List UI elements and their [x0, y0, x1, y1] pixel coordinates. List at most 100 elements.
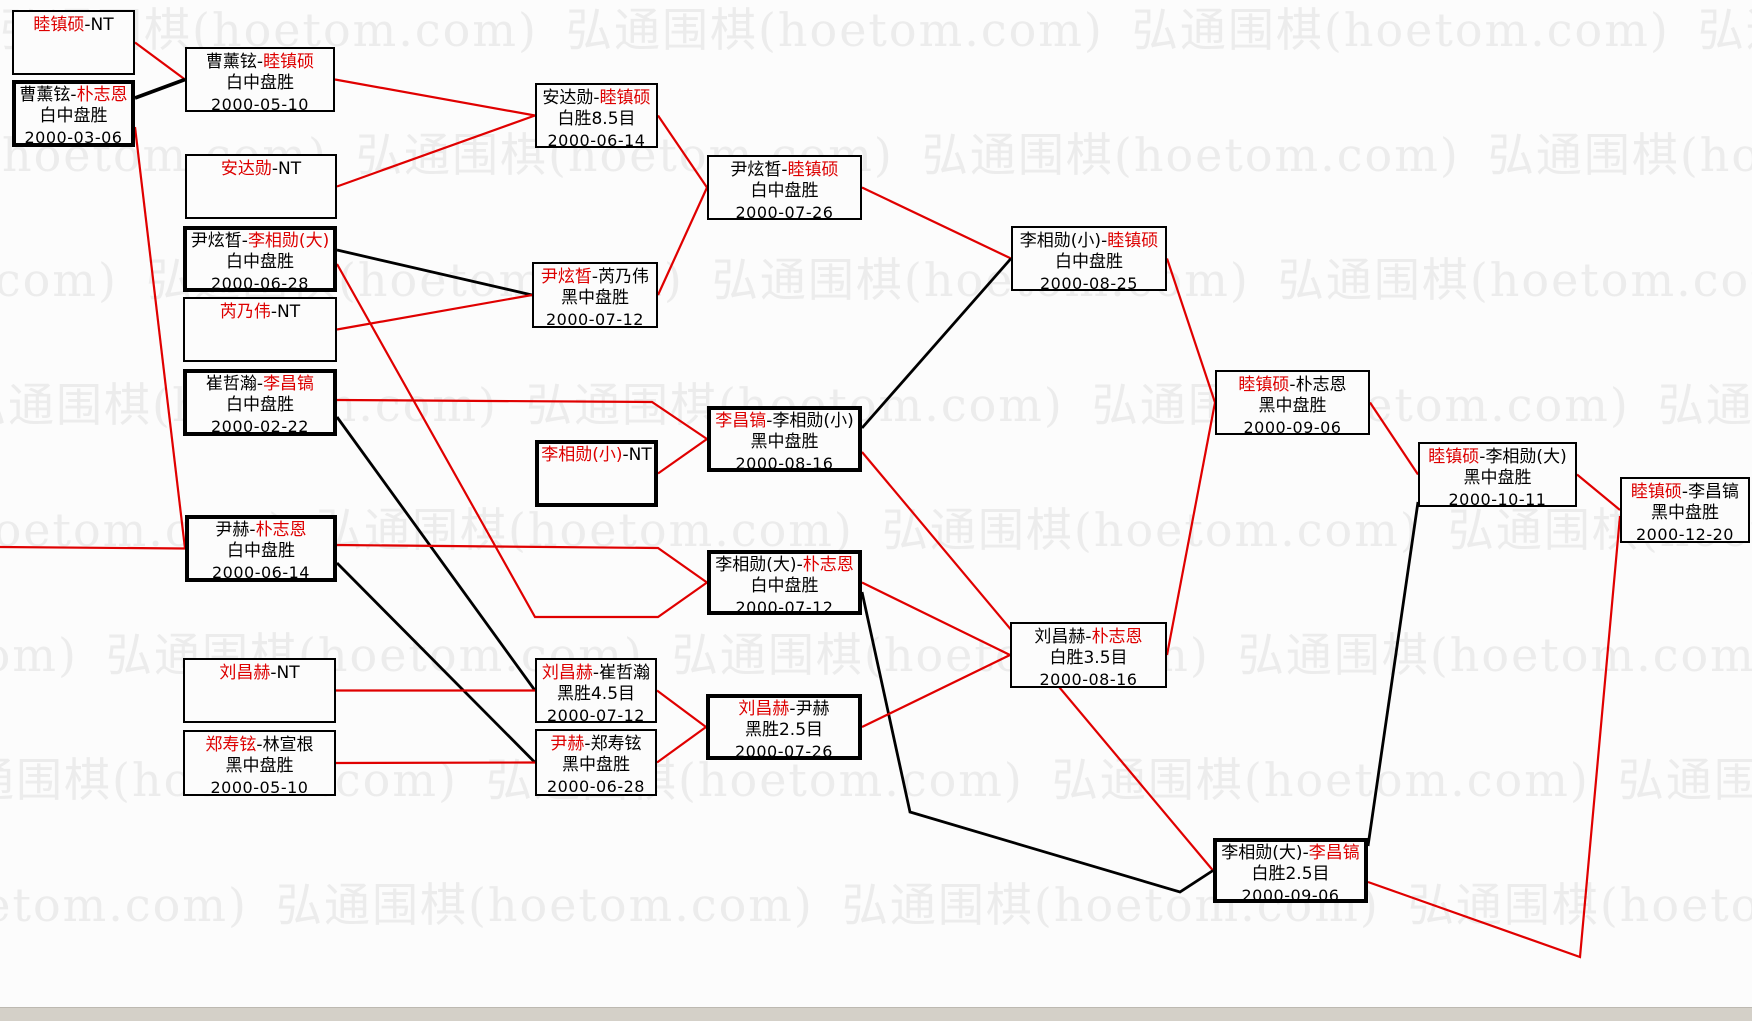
winner-name: 睦镇硕 [263, 52, 315, 72]
result-text: 白中盘胜 [226, 395, 294, 415]
player-name: 郑寿铉 [590, 734, 642, 754]
match-date: 2000-12-20 [1636, 525, 1734, 544]
vs-dash: - [1302, 843, 1309, 863]
vs-dash: - [593, 88, 600, 108]
bottom-bar [0, 1007, 1752, 1021]
result-text: 白中盘胜 [39, 106, 108, 126]
match-box-C4: 刘昌赫-崔哲瀚 黑胜4.5目 2000-07-12 [535, 658, 657, 725]
players-line: 睦镇硕-李昌镐 [1622, 482, 1748, 503]
winner-name: 李昌镐 [715, 411, 767, 431]
match-date: 2000-10-11 [1448, 490, 1547, 509]
winner-name: 李相勋(小) [541, 445, 623, 465]
match-box-C5: 尹赫-郑寿铉 黑中盘胜 2000-06-28 [535, 729, 657, 796]
match-box-G1: 睦镇硕-李相勋(大) 黑中盘胜 2000-10-11 [1418, 442, 1577, 509]
result-text: 白胜8.5目 [557, 109, 636, 129]
players-line: 刘昌赫-朴志恩 [1012, 627, 1165, 648]
winner-name: 刘昌赫 [738, 699, 790, 719]
result-text: 黑中盘胜 [562, 755, 630, 775]
watermark-text: 弘通围棋(hoetom.com) [565, 3, 1104, 57]
match-box-B3: 尹炫晳-李相勋(大) 白中盘胜 2000-06-28 [183, 226, 337, 293]
player-name: 李相勋(大) [1485, 447, 1567, 467]
match-date: 2000-06-28 [547, 777, 645, 796]
winner-name: 睦镇硕 [787, 160, 839, 180]
match-box-B1: 曹薰铉-睦镇硕 白中盘胜 2000-05-10 [185, 47, 335, 114]
winner-name: 睦镇硕 [1107, 231, 1159, 251]
match-date: 2000-09-06 [1241, 886, 1340, 905]
player-name: 朴志恩 [1295, 375, 1347, 395]
players-line: 李相勋(小)-睦镇硕 [1013, 231, 1165, 252]
vs-dash: - [622, 445, 629, 465]
players-line: 睦镇硕-朴志恩 [1217, 375, 1368, 396]
watermark-text: 弘通围棋(hoetom.com) [1051, 753, 1590, 807]
player-name: NT [277, 302, 301, 322]
winner-name: 朴志恩 [255, 520, 307, 540]
players-line: 李昌镐-李相勋(小) [711, 411, 858, 432]
result-text: 黑中盘胜 [1258, 396, 1327, 416]
match-date: 2000-06-14 [212, 563, 310, 582]
winner-name: 郑寿铉 [205, 735, 257, 755]
player-name: 李昌镐 [1688, 482, 1740, 502]
vs-dash: - [789, 699, 796, 719]
player-name: 尹炫晳 [190, 231, 242, 251]
match-date: 2000-07-26 [735, 203, 834, 222]
winner-name: 尹炫晳 [540, 267, 592, 287]
players-line: 安达勋-NT [187, 159, 335, 180]
player-name: 尹赫 [795, 699, 830, 719]
connector-winner-line [656, 726, 707, 764]
winner-name: 朴志恩 [802, 555, 854, 575]
result-text: 白中盘胜 [750, 181, 819, 201]
match-box-E2: 刘昌赫-朴志恩 白胜3.5目 2000-08-16 [1010, 622, 1167, 689]
player-name: 崔哲瀚 [205, 374, 257, 394]
connector-winner-line [336, 293, 533, 331]
watermark-text: 弘通围棋(hoetom.com) [275, 878, 814, 932]
watermark-text: 弘通围棋(hoetom.com) [0, 628, 78, 682]
watermark-text: 弘通围棋(hoetom.com) [0, 253, 118, 307]
winner-name: 朴志恩 [1091, 627, 1143, 647]
match-box-B2: 安达勋-NT [185, 154, 337, 219]
connector-winner-line [336, 263, 708, 619]
match-date: 2000-07-12 [735, 598, 834, 617]
vs-dash: - [256, 374, 264, 394]
match-date: 2000-05-10 [210, 778, 309, 797]
vs-dash: - [1681, 482, 1689, 502]
connector-winner-line [335, 761, 536, 765]
connector-winner-line [0, 545, 186, 550]
players-line: 芮乃伟-NT [185, 302, 335, 323]
player-name: 曹薰铉 [205, 52, 257, 72]
watermark-text: 弘通围棋(hoetom.com) [1237, 628, 1752, 682]
winner-name: 安达勋 [220, 159, 272, 179]
watermark-text: 弘通围棋(hoetom.com) [1697, 3, 1752, 57]
watermark-row: 弘通围棋(hoetom.com) 弘通围棋(hoetom.com) 弘通围棋(hoe… [0, 0, 1752, 60]
players-line: 李相勋(小)-NT [539, 445, 654, 466]
match-box-C3: 李相勋(小)-NT [535, 440, 658, 507]
match-date: 2000-05-10 [211, 95, 309, 114]
vs-dash: - [1289, 375, 1296, 395]
vs-dash: - [256, 52, 264, 72]
match-box-A1: 睦镇硕-NT [12, 10, 135, 75]
result-text: 白胜2.5目 [1251, 864, 1330, 884]
connector-winner-line [134, 41, 186, 81]
match-box-D3: 李相勋(大)-朴志恩 白中盘胜 2000-07-12 [707, 550, 862, 617]
player-name: NT [628, 445, 652, 465]
winner-name: 朴志恩 [76, 85, 128, 105]
players-line: 刘昌赫-崔哲瀚 [537, 663, 655, 684]
connector-loser-line [134, 77, 186, 100]
connector-winner-line [656, 689, 707, 728]
watermark-text: 弘通围棋(hoetom.com) [921, 128, 1460, 182]
watermark-text: 弘通围棋(hoetom.com) [1487, 128, 1752, 182]
player-name: 李相勋(大) [1221, 843, 1303, 863]
match-box-C2: 尹炫晳-芮乃伟 黑中盘胜 2000-07-12 [532, 262, 658, 329]
connector-winner-line [1165, 258, 1217, 403]
connector-loser-line [335, 416, 537, 692]
watermark-text: 弘通围棋(hoetom.com) [1617, 753, 1752, 807]
players-line: 尹炫晳-睦镇硕 [709, 160, 860, 181]
connector-loser-line [336, 248, 533, 297]
vs-dash: - [796, 555, 803, 575]
players-line: 郑寿铉-林宣根 [185, 735, 334, 756]
result-text: 白中盘胜 [226, 73, 294, 93]
player-name: 李相勋(小) [772, 411, 854, 431]
vs-dash: - [1101, 231, 1108, 251]
winner-name: 李相勋(大) [247, 231, 330, 251]
connector-winner-line [656, 187, 709, 296]
